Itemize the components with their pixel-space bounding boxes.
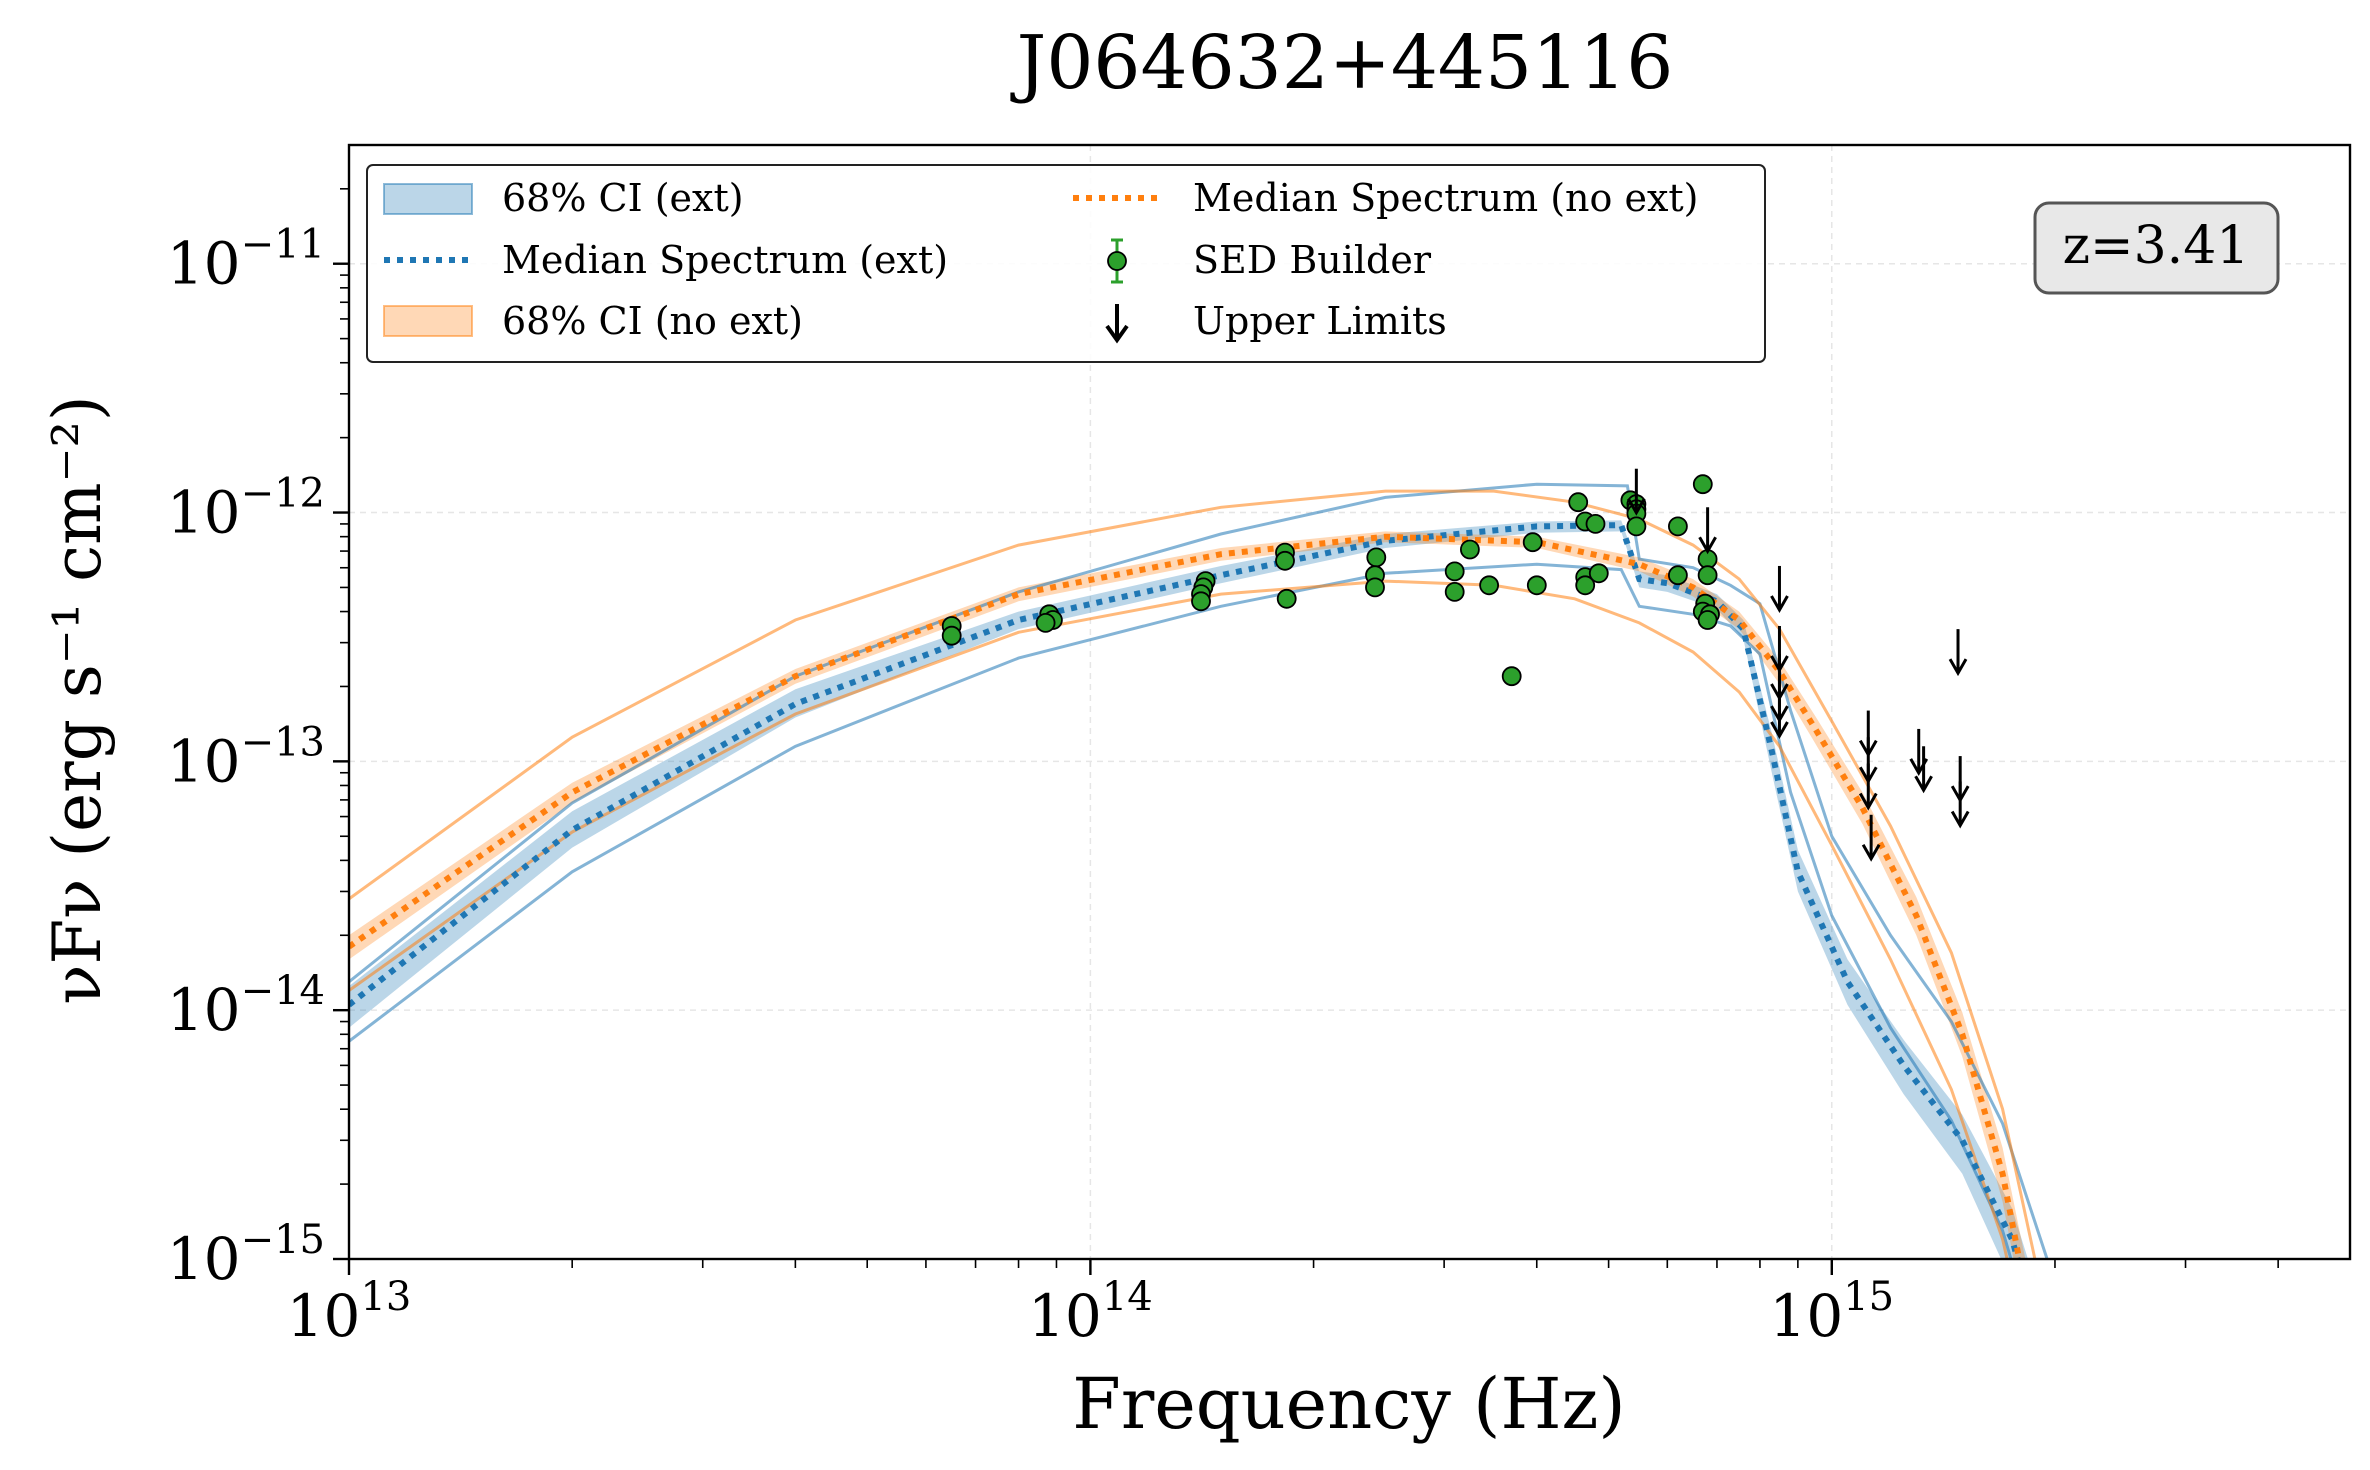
plot-frame xyxy=(347,143,2352,1261)
legend-swatch-upper-limit xyxy=(1105,304,1129,344)
sed-point-4 xyxy=(1035,613,1056,633)
sed-point-10 xyxy=(1275,550,1295,571)
y-tick-label-4: 10−11 xyxy=(167,222,325,298)
sed-point-12 xyxy=(1366,547,1387,568)
sed-point-26 xyxy=(1575,575,1596,596)
sed-point-15 xyxy=(1444,561,1465,582)
envelope-noext-2 xyxy=(349,489,2037,1259)
legend-label-median-ext: Median Spectrum (ext) xyxy=(502,238,948,282)
legend-label-upper-limits: Upper Limits xyxy=(1193,299,1447,343)
sed-point-33 xyxy=(1668,516,1688,537)
legend-swatch-sed xyxy=(1107,238,1127,284)
sed-points xyxy=(941,474,1720,687)
chart-title: J064632+445116 xyxy=(1010,20,1674,106)
sed-point-17 xyxy=(1460,539,1480,560)
x-tick-label-1: 1014 xyxy=(1028,1274,1153,1350)
envelope-ext-1 xyxy=(349,562,2013,1259)
redshift-label: z=3.41 xyxy=(2063,216,2250,276)
upper-limit-10 xyxy=(1861,814,1881,862)
y-tick-label-0: 10−15 xyxy=(167,1217,325,1293)
legend-swatch-ci-ext xyxy=(383,183,473,215)
sed-point-34 xyxy=(1668,565,1688,586)
redshift-box: z=3.41 xyxy=(2033,201,2280,295)
legend-label-ci-ext: 68% CI (ext) xyxy=(502,176,744,220)
sed-point-18 xyxy=(1479,575,1499,596)
sed-point-16 xyxy=(1444,582,1465,602)
upper-limits xyxy=(1627,468,1970,862)
ci-band-ext xyxy=(349,520,2028,1259)
sed-point-21 xyxy=(1526,575,1547,596)
upper-limit-6 xyxy=(1770,691,1789,740)
y-tick-label-2: 10−13 xyxy=(167,719,325,795)
upper-limit-0 xyxy=(1627,468,1646,516)
legend-label-sed: SED Builder xyxy=(1193,238,1432,282)
upper-limit-2 xyxy=(1770,565,1789,613)
legend-label-median-noext: Median Spectrum (no ext) xyxy=(1193,176,1699,220)
sed-point-27 xyxy=(1588,563,1609,584)
upper-limit-1 xyxy=(1698,507,1717,555)
sed-point-24 xyxy=(1585,514,1606,534)
upper-limit-15 xyxy=(1950,781,1970,829)
sed-point-14 xyxy=(1365,577,1385,598)
sed-point-20 xyxy=(1522,532,1543,553)
y-tick-label-1: 10−14 xyxy=(167,968,325,1044)
sed-point-11 xyxy=(1276,588,1297,609)
envelope-ext-0 xyxy=(349,482,2049,1259)
legend: 68% CI (ext) Median Spectrum (ext) 68% C… xyxy=(366,164,1766,363)
legend-swatch-ci-noext xyxy=(383,305,473,337)
sed-point-19 xyxy=(1501,666,1522,687)
upper-limit-13 xyxy=(1948,629,1968,677)
envelope-noext-3 xyxy=(349,579,2009,1259)
upper-limit-9 xyxy=(1858,763,1878,811)
axis-ticks: 1013 1014 1015 10−15 10−14 10−13 10−12 10−11 xyxy=(167,188,2279,1350)
y-tick-label-3: 10−12 xyxy=(167,471,325,547)
legend-label-ci-noext: 68% CI (no ext) xyxy=(502,299,803,343)
sed-point-1 xyxy=(941,625,962,646)
confidence-bands xyxy=(349,520,2028,1259)
x-tick-label-0: 1013 xyxy=(287,1274,412,1350)
sed-point-35 xyxy=(1692,474,1713,495)
x-tick-label-2: 1015 xyxy=(1769,1274,1894,1350)
sed-point-32 xyxy=(1626,516,1647,537)
legend-frame xyxy=(366,164,1766,363)
sed-point-22 xyxy=(1568,492,1589,513)
sed-point-37 xyxy=(1697,565,1718,586)
sed-point-8 xyxy=(1191,591,1211,612)
x-axis-label: Frequency (Hz) xyxy=(1072,1363,1625,1445)
upper-limit-12 xyxy=(1914,746,1933,794)
y-axis-label: νFν (erg s⁻¹ cm⁻²) xyxy=(39,395,116,1004)
sed-point-41 xyxy=(1697,610,1718,630)
